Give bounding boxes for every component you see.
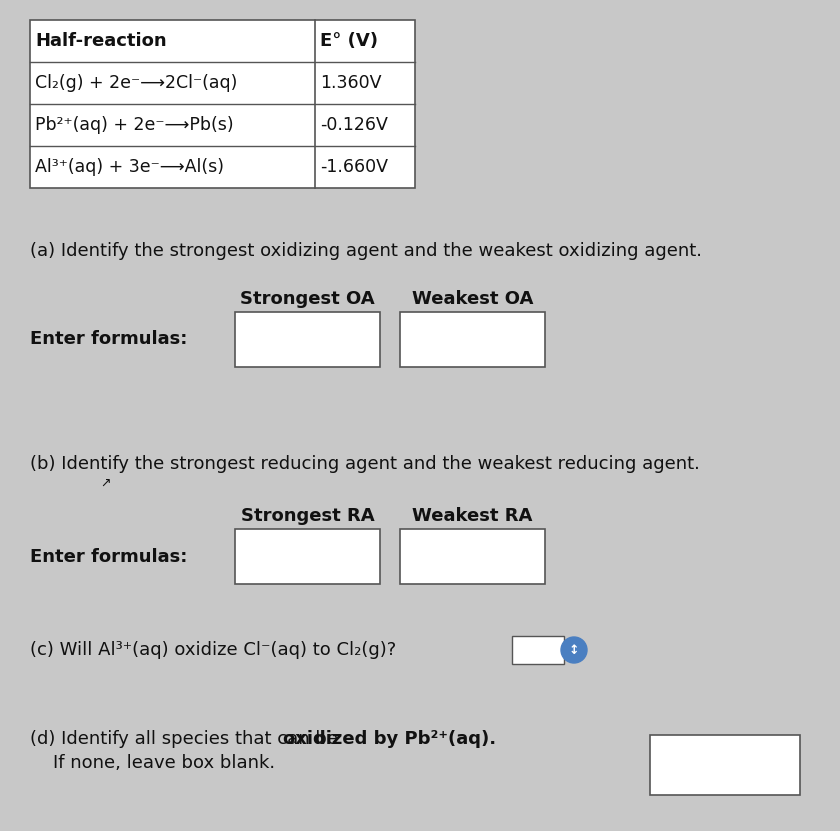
Text: Al³⁺(aq) + 3e⁻⟶Al(s): Al³⁺(aq) + 3e⁻⟶Al(s) — [35, 158, 224, 176]
Bar — [400, 529, 545, 584]
Text: Half-reaction: Half-reaction — [35, 32, 166, 50]
Bar — [512, 636, 564, 664]
Text: -0.126V: -0.126V — [320, 116, 388, 134]
Text: E° (V): E° (V) — [320, 32, 378, 50]
Text: Enter formulas:: Enter formulas: — [30, 331, 187, 348]
Text: oxidized by Pb²⁺(aq).: oxidized by Pb²⁺(aq). — [283, 730, 496, 748]
Text: Cl₂(g) + 2e⁻⟶2Cl⁻(aq): Cl₂(g) + 2e⁻⟶2Cl⁻(aq) — [35, 74, 238, 92]
Text: (c) Will Al³⁺(aq) oxidize Cl⁻(aq) to Cl₂(g)?: (c) Will Al³⁺(aq) oxidize Cl⁻(aq) to Cl₂… — [30, 641, 396, 659]
Text: Pb²⁺(aq) + 2e⁻⟶Pb(s): Pb²⁺(aq) + 2e⁻⟶Pb(s) — [35, 116, 234, 134]
Text: Strongest OA: Strongest OA — [240, 290, 375, 308]
Text: (d) Identify all species that can be: (d) Identify all species that can be — [30, 730, 344, 748]
Bar — [650, 735, 800, 795]
Circle shape — [561, 637, 587, 663]
Text: Enter formulas:: Enter formulas: — [30, 548, 187, 566]
Text: ↗: ↗ — [100, 477, 111, 490]
Text: (a) Identify the strongest oxidizing agent and the weakest oxidizing agent.: (a) Identify the strongest oxidizing age… — [30, 242, 702, 260]
Text: ↕: ↕ — [569, 643, 580, 656]
Bar — [235, 312, 380, 367]
Bar — [235, 529, 380, 584]
Text: -1.660V: -1.660V — [320, 158, 388, 176]
Bar — [400, 312, 545, 367]
Text: If none, leave box blank.: If none, leave box blank. — [30, 754, 276, 772]
Text: 1.360V: 1.360V — [320, 74, 381, 92]
Text: Weakest RA: Weakest RA — [412, 507, 533, 525]
Text: (b) Identify the strongest reducing agent and the weakest reducing agent.: (b) Identify the strongest reducing agen… — [30, 455, 700, 473]
Text: Strongest RA: Strongest RA — [241, 507, 375, 525]
Text: Weakest OA: Weakest OA — [412, 290, 533, 308]
Bar — [30, 20, 415, 188]
